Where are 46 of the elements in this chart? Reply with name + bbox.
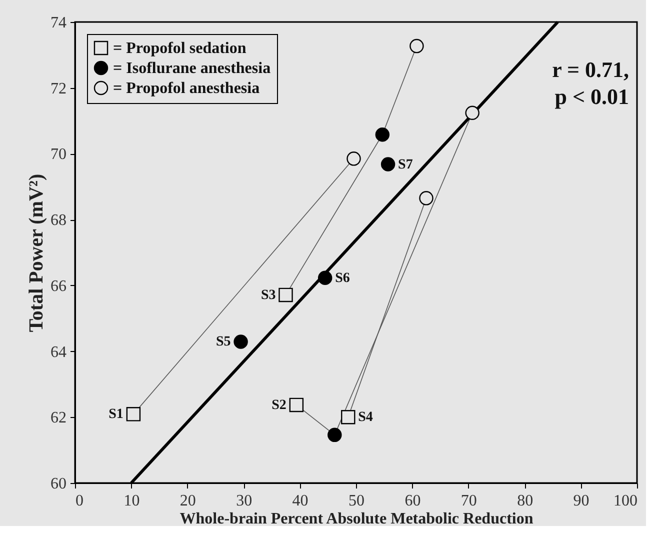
x-tick-label: 40: [292, 492, 308, 510]
annotation: S3: [260, 288, 276, 303]
point: [419, 191, 434, 206]
annotation: p < 0.01: [554, 84, 629, 109]
point: [126, 407, 141, 422]
annotation: S5: [216, 334, 231, 350]
y-tick-label: 66: [50, 278, 66, 295]
y-tick-label: 70: [50, 146, 66, 164]
x-tick-label: 0: [76, 492, 84, 510]
legend-label: = Isoflurane anesthesia: [113, 60, 271, 77]
y-tick-label: 64: [50, 344, 66, 361]
annotation: S7: [398, 157, 413, 172]
y-tick-label: 72: [50, 80, 66, 98]
point: [328, 428, 342, 442]
x-tick-label: 10: [124, 492, 140, 510]
legend-label: = Propofol sedation: [113, 40, 246, 57]
point: [318, 270, 332, 285]
point: [410, 38, 424, 54]
point: [346, 152, 361, 166]
y-axis-title: Total Power (mV²): [26, 174, 48, 332]
point: [278, 288, 293, 302]
point: [234, 334, 248, 349]
x-tick-label: 20: [180, 492, 196, 510]
x-tick-label: 80: [517, 492, 534, 510]
y-tick-label: 62: [50, 410, 66, 427]
annotation: r = 0.71,: [552, 57, 629, 82]
annotation: S4: [358, 410, 373, 426]
annotation: S1: [108, 407, 124, 422]
annotation: S6: [335, 270, 350, 286]
y-tick-label: 74: [50, 14, 66, 32]
point: [375, 128, 390, 142]
legend-label: = Propofol anesthesia: [113, 80, 260, 97]
x-tick-label: 90: [573, 492, 590, 510]
x-tick-label: 100: [614, 492, 638, 510]
point: [341, 410, 356, 424]
x-axis-title: Whole-brain Percent Absolute Metabolic Reduction: [180, 510, 534, 528]
x-tick-label: 60: [404, 492, 421, 510]
point: [465, 106, 480, 120]
x-tick-label: 50: [348, 492, 364, 510]
y-tick-label: 68: [50, 212, 66, 230]
y-tick-label: 60: [50, 476, 66, 492]
x-tick-label: 30: [236, 492, 252, 510]
x-tick-label: 70: [460, 492, 477, 510]
point: [289, 398, 304, 412]
annotation: S2: [272, 398, 286, 413]
point: [380, 157, 396, 172]
